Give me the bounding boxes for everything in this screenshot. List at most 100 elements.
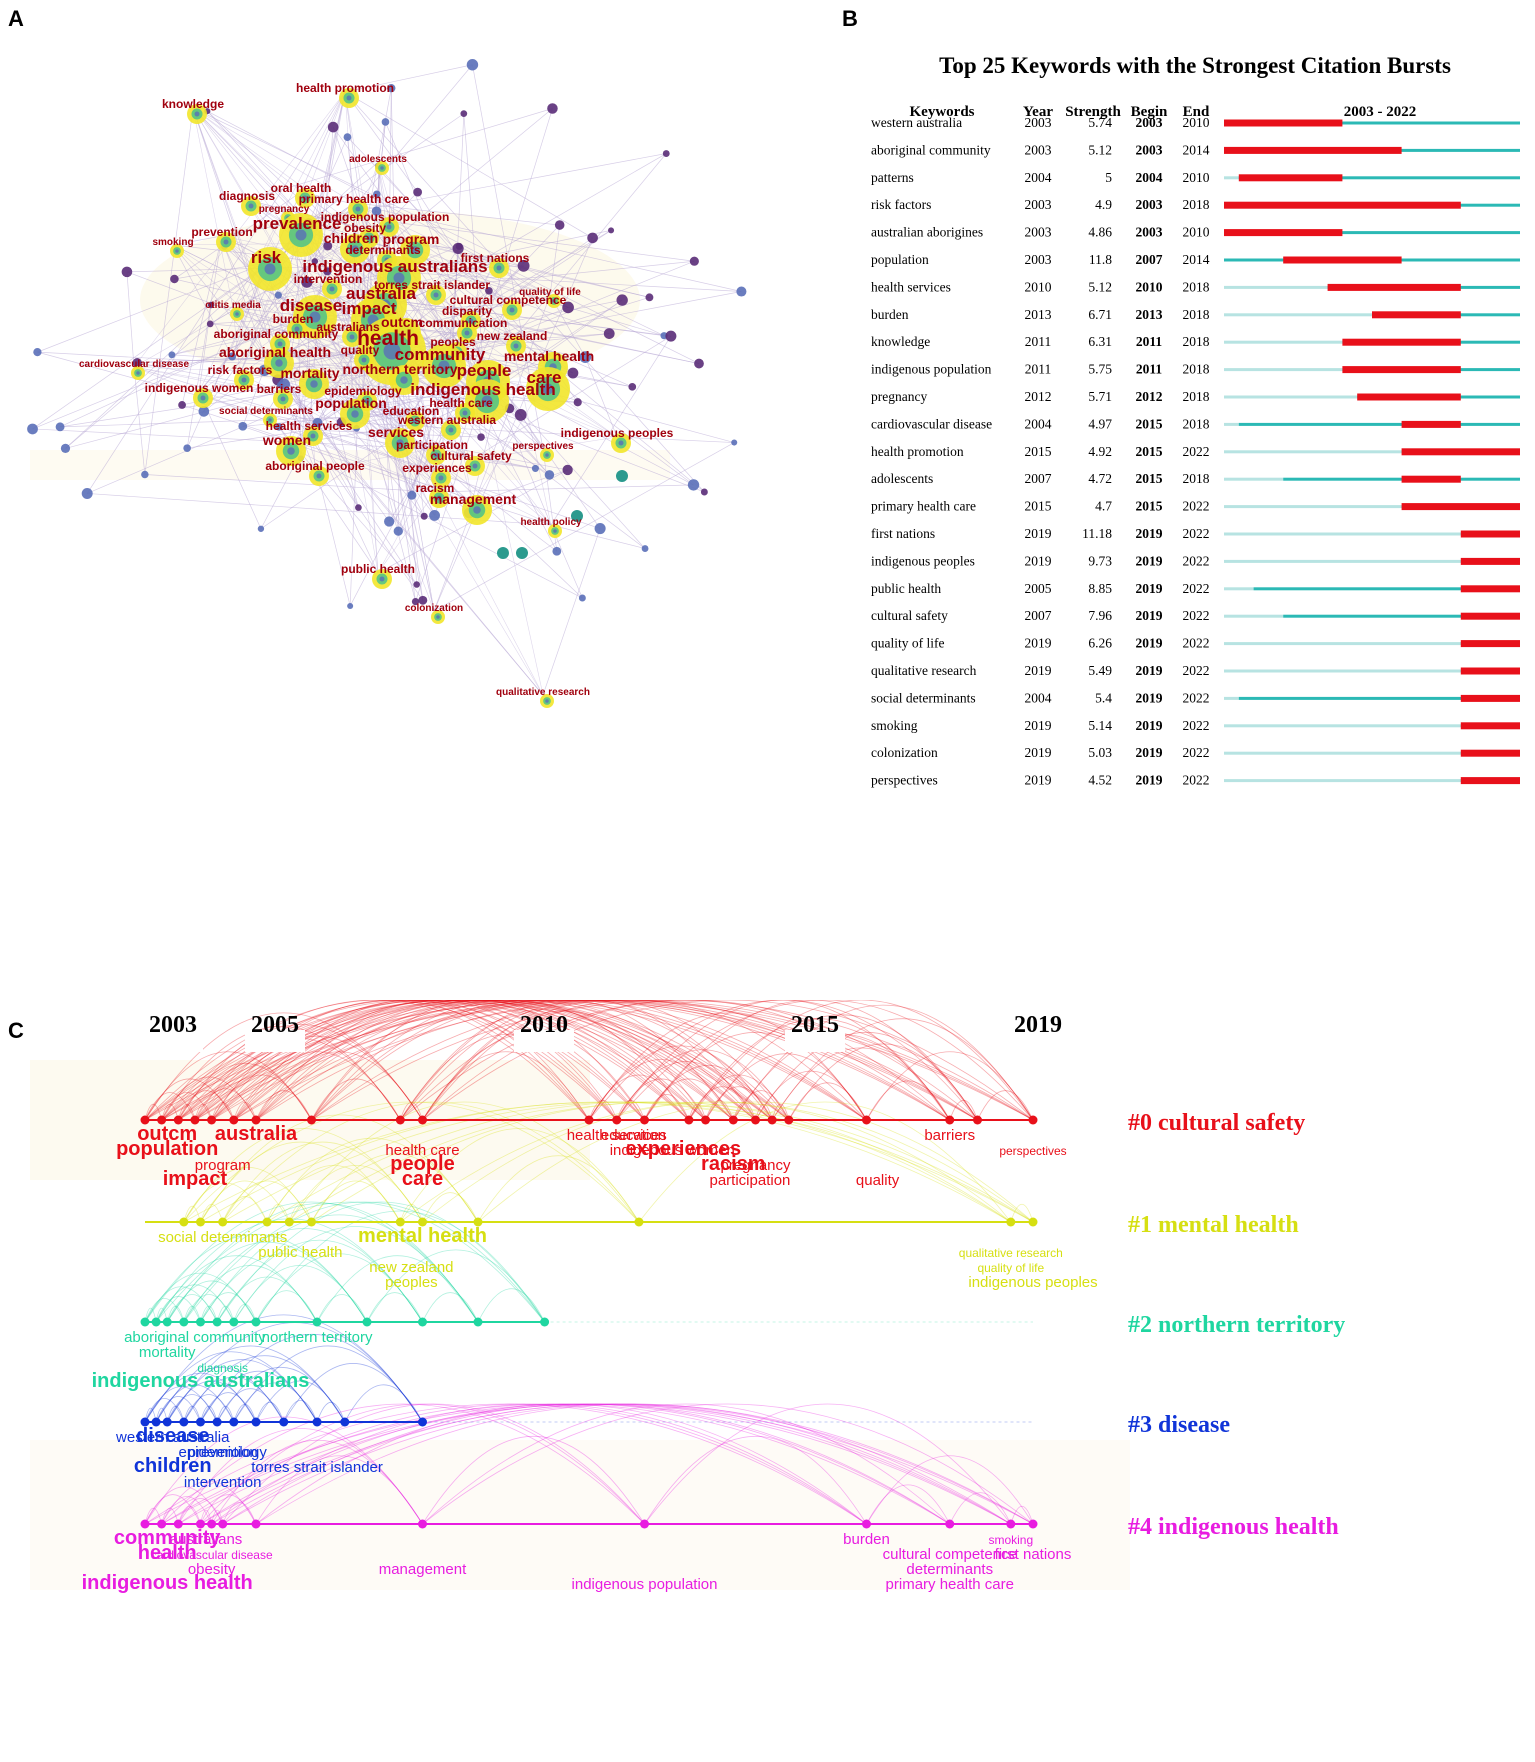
cluster-arc xyxy=(399,1000,734,1121)
cluster-node xyxy=(212,1317,222,1327)
cluster-arc xyxy=(311,1101,1012,1223)
burst-keyword: western australia xyxy=(871,115,962,130)
network-label-management: management xyxy=(430,491,517,507)
network-node xyxy=(477,433,485,441)
cluster-arc xyxy=(166,1280,257,1323)
node-center-smoking xyxy=(175,249,179,253)
node-center-health-promotion xyxy=(346,95,352,101)
burst-keyword: health services xyxy=(871,279,951,294)
burst-keyword: smoking xyxy=(871,718,918,733)
cluster-arc xyxy=(166,1241,368,1323)
cluster-node xyxy=(1028,1115,1038,1125)
header-range: 2003 - 2022 xyxy=(1344,104,1417,120)
cluster-arc xyxy=(161,1480,257,1525)
network-edge xyxy=(207,110,454,347)
network-node xyxy=(275,423,283,431)
burst-strength: 7.96 xyxy=(1088,608,1112,623)
cluster-arc xyxy=(638,1101,1012,1223)
cluster-arc xyxy=(200,1392,257,1423)
cluster-arc xyxy=(755,1070,867,1121)
cluster-arc xyxy=(144,1012,423,1121)
burst-row: health promotion 2015 4.92 2015 2022 xyxy=(871,444,1520,459)
network-label-aboriginal-people: aboriginal people xyxy=(265,459,365,473)
burst-end: 2022 xyxy=(1183,663,1210,678)
network-label-quality: quality xyxy=(341,343,380,357)
network-edge xyxy=(172,244,233,357)
network-edge xyxy=(37,262,267,353)
burst-year: 2005 xyxy=(1025,581,1052,596)
burst-keyword: health promotion xyxy=(871,444,964,459)
burst-row: social determinants 2004 5.4 2019 2022 xyxy=(871,690,1520,705)
network-edge xyxy=(192,107,384,255)
burst-keyword: population xyxy=(871,252,929,267)
cluster-arc xyxy=(311,1000,645,1121)
cluster-node xyxy=(945,1519,955,1529)
burst-row: first nations 2019 11.18 2019 2022 xyxy=(871,526,1520,541)
burst-begin: 2007 xyxy=(1136,252,1163,267)
burst-begin: 2015 xyxy=(1136,416,1163,431)
burst-row: cardiovascular disease 2004 4.97 2015 2018 xyxy=(871,416,1520,431)
burst-year: 2003 xyxy=(1025,252,1052,267)
cluster-node xyxy=(312,1417,322,1427)
cluster-arc xyxy=(771,1018,1034,1121)
timeline-label-care: care xyxy=(402,1168,443,1190)
burst-begin: 2019 xyxy=(1136,745,1163,760)
burst-keyword: primary health care xyxy=(871,499,976,514)
cluster-arc xyxy=(200,1403,1034,1525)
node-center-risk-factors xyxy=(241,377,247,383)
timeline-label-torres-strait-islander: torres strait islander xyxy=(251,1459,383,1476)
cluster-arc xyxy=(755,1103,773,1121)
timeline-label-health-services: health services xyxy=(567,1127,667,1144)
header-keywords: Keywords xyxy=(910,104,975,120)
burst-begin: 2011 xyxy=(1136,334,1163,349)
burst-row: adolescents 2007 4.72 2015 2018 xyxy=(871,471,1520,486)
cluster-node xyxy=(196,1519,205,1529)
cluster-node xyxy=(751,1115,760,1125)
cluster-arc xyxy=(233,1051,401,1121)
network-labels: health promotion knowledge adolescents oral… xyxy=(79,81,674,698)
network-node xyxy=(60,443,71,454)
cluster-arc xyxy=(177,1090,235,1121)
burst-row: primary health care 2015 4.7 2015 2022 xyxy=(871,499,1520,514)
cluster-arc xyxy=(477,1101,1034,1223)
cluster-node xyxy=(157,1115,167,1125)
cluster-arc xyxy=(161,1103,179,1121)
cluster-arc xyxy=(233,1265,368,1323)
cluster-arc xyxy=(200,1203,224,1223)
network-node xyxy=(665,330,677,342)
timeline-label-australians: australians xyxy=(170,1531,243,1548)
network-edge xyxy=(410,261,496,416)
cluster-arc xyxy=(233,1226,479,1323)
network-edge xyxy=(509,294,551,409)
cluster-node xyxy=(207,1519,217,1529)
cluster-arc xyxy=(161,1000,645,1121)
cluster-arc xyxy=(155,1396,201,1423)
network-edge xyxy=(192,107,234,309)
network-node xyxy=(183,444,191,452)
network-label-new-zealand: new zealand xyxy=(477,329,548,343)
burst-begin: 2004 xyxy=(1136,170,1163,185)
cluster-arc xyxy=(289,1101,1034,1223)
burst-row: pregnancy 2012 5.71 2012 2018 xyxy=(871,389,1520,404)
cluster-arc xyxy=(183,1101,640,1223)
network-label-aboriginal-community: aboriginal community xyxy=(214,327,339,341)
network-node xyxy=(141,470,149,479)
timeline-arcs xyxy=(144,1000,1034,1525)
network-edge xyxy=(431,153,667,290)
timeline-label-first-nations: first nations xyxy=(995,1546,1072,1563)
burst-title: Top 25 Keywords with the Strongest Citat… xyxy=(939,53,1451,78)
timeline-label-indigenous-australians: indigenous australians xyxy=(92,1370,310,1392)
node-center-disparity xyxy=(468,318,474,324)
cluster-arc xyxy=(177,1063,312,1121)
cluster-arc xyxy=(200,1494,257,1525)
node-center-aboriginal-community xyxy=(277,341,283,347)
cluster-arc xyxy=(755,1032,978,1121)
cluster-arc xyxy=(200,1292,257,1323)
cluster-arc xyxy=(422,1000,790,1121)
network-node xyxy=(517,259,530,272)
node-center-mortality xyxy=(310,380,318,388)
network-label-obesity: obesity xyxy=(344,221,386,235)
panel-b-label: B xyxy=(842,6,858,31)
burst-active-bar xyxy=(1238,696,1520,700)
timeline-label-racism: racism xyxy=(701,1153,766,1175)
